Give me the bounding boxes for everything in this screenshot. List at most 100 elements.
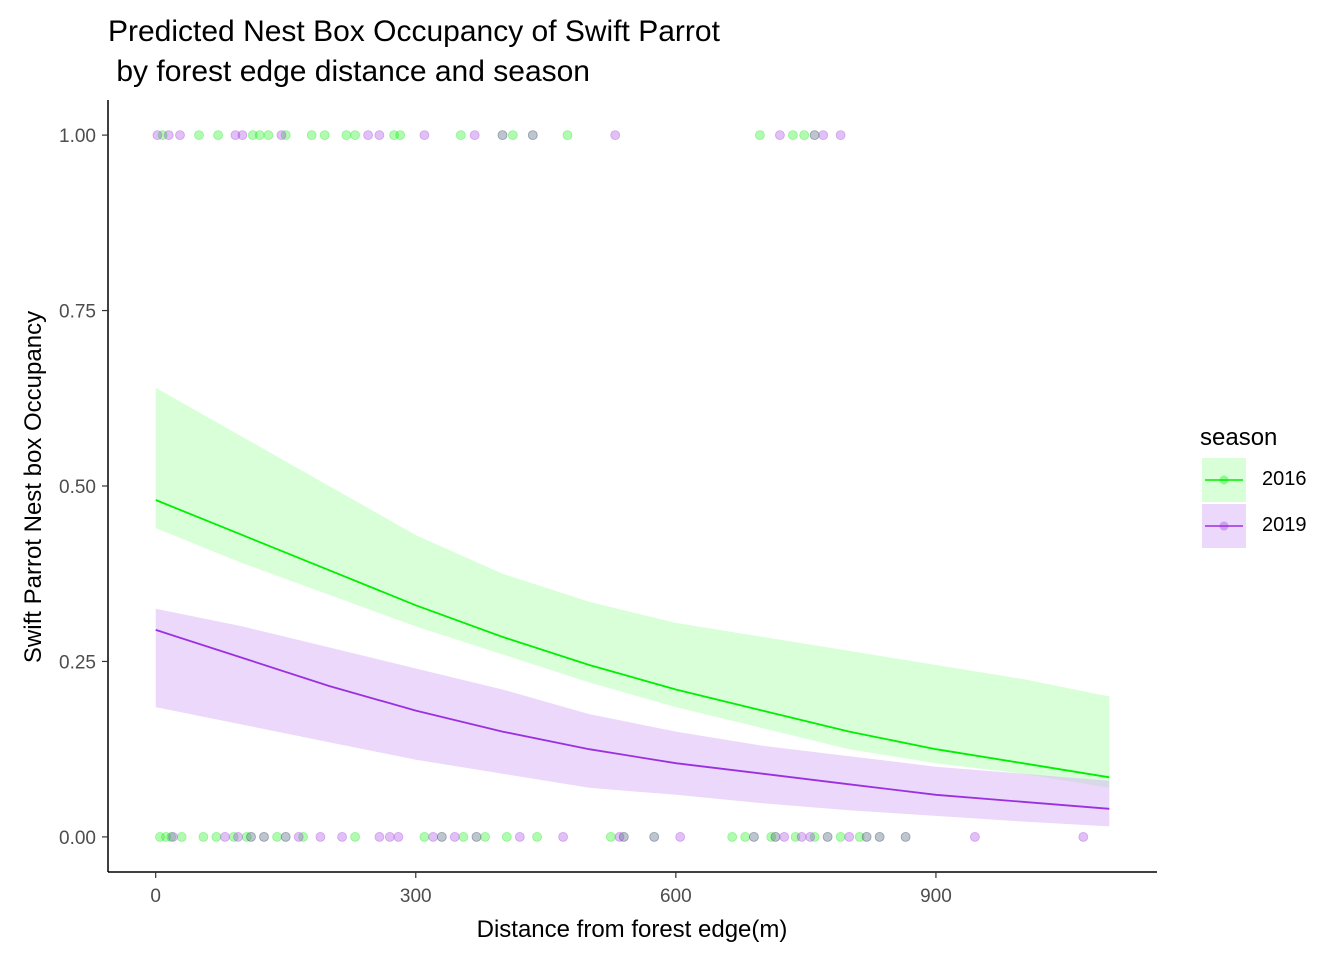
point-2019 <box>233 832 243 842</box>
y-ticks: 0.00 0.25 0.50 0.75 1.00 <box>59 126 108 849</box>
point-2016 <box>508 130 518 141</box>
legend-item-2019: 2019 <box>1200 502 1307 548</box>
point-2016 <box>213 130 224 141</box>
point-2019 <box>384 832 395 842</box>
point-2016 <box>280 130 291 141</box>
x-axis-label: Distance from forest edge(m) <box>476 916 788 943</box>
point-2016 <box>532 832 542 842</box>
point-overlap <box>822 832 833 842</box>
fit-line-2019 <box>155 629 1110 810</box>
point-overlap <box>246 832 256 842</box>
point-2016 <box>272 832 283 842</box>
point-2019 <box>168 832 178 842</box>
point-2016 <box>155 832 165 842</box>
point-2019 <box>293 832 304 842</box>
point-2016 <box>480 832 491 842</box>
point-overlap <box>649 832 660 842</box>
point-2016 <box>501 832 512 842</box>
point-overlap <box>259 832 269 842</box>
x-tick-label: 300 <box>400 886 432 907</box>
fit-line-2016 <box>155 499 1110 779</box>
point-2016 <box>350 130 361 141</box>
point-2016 <box>319 130 330 141</box>
x-ticks: 0 300 600 900 <box>150 872 952 907</box>
point-2016 <box>194 130 204 141</box>
fit-lines <box>155 499 1110 810</box>
point-2019 <box>374 832 385 842</box>
point-overlap <box>436 832 447 842</box>
point-overlap <box>527 130 538 141</box>
point-2016 <box>198 832 209 842</box>
point-2016 <box>740 832 751 842</box>
confidence-bands <box>155 387 1110 827</box>
point-2019 <box>610 130 621 141</box>
point-2016 <box>788 130 798 141</box>
point-2016 <box>562 130 573 141</box>
point-2019 <box>1078 832 1089 842</box>
observed-points <box>152 130 1089 842</box>
point-overlap <box>900 832 911 842</box>
y-axis-label: Swift Parrot Nest box Occupancy <box>20 310 47 664</box>
point-2019 <box>775 130 785 141</box>
point-overlap <box>861 832 872 842</box>
point-2016 <box>228 832 239 842</box>
legend-title: season <box>1200 424 1278 451</box>
x-tick-label: 0 <box>150 886 161 907</box>
point-2019 <box>393 832 404 842</box>
point-2016 <box>166 832 177 842</box>
y-tick-label: 0.25 <box>59 652 96 673</box>
point-2019 <box>844 832 855 842</box>
legend-label-2019: 2019 <box>1262 514 1307 536</box>
point-2019 <box>220 832 230 842</box>
legend-label-2016: 2016 <box>1262 468 1307 490</box>
point-2016 <box>263 130 274 141</box>
point-2016 <box>254 130 265 141</box>
point-2019 <box>675 832 686 842</box>
point-2016 <box>755 130 765 141</box>
x-tick-label: 900 <box>920 886 952 907</box>
point-2019 <box>818 130 829 141</box>
point-2019 <box>796 832 807 842</box>
point-2016 <box>389 130 400 141</box>
point-2019 <box>276 130 287 141</box>
point-2019 <box>230 130 241 141</box>
point-2019 <box>835 130 846 141</box>
point-2019 <box>363 130 374 141</box>
point-2019 <box>374 130 385 141</box>
legend-key-2019 <box>1202 504 1246 548</box>
point-2016 <box>306 130 317 141</box>
point-2016 <box>176 832 187 842</box>
band-2019 <box>155 608 1110 827</box>
legend: season 2016 2019 <box>1200 420 1307 548</box>
legend-key-2016 <box>1202 458 1246 502</box>
point-overlap <box>471 832 482 842</box>
point-overlap <box>770 832 781 842</box>
y-tick-label: 0.75 <box>59 302 96 323</box>
point-2016 <box>298 832 309 842</box>
point-2016 <box>341 130 352 141</box>
y-tick-label: 0.50 <box>59 477 96 498</box>
point-2019 <box>237 130 248 141</box>
point-2019 <box>419 130 430 141</box>
point-2016 <box>395 130 406 141</box>
band-2016 <box>155 387 1110 788</box>
point-2016 <box>458 832 469 842</box>
point-2016 <box>161 832 172 842</box>
point-2019 <box>805 832 816 842</box>
x-tick-label: 600 <box>660 886 692 907</box>
point-2016 <box>605 832 616 842</box>
point-2016 <box>350 832 361 842</box>
point-2019 <box>469 130 480 141</box>
point-2019 <box>428 832 439 842</box>
point-2016 <box>799 130 810 141</box>
point-overlap <box>874 832 885 842</box>
y-tick-label: 0.00 <box>59 828 96 849</box>
point-2016 <box>211 832 222 842</box>
y-tick-label: 1.00 <box>59 126 96 147</box>
point-2016 <box>419 832 430 842</box>
point-2016 <box>854 832 865 842</box>
legend-item-2016: 2016 <box>1200 456 1307 502</box>
point-2019 <box>449 832 460 842</box>
point-2019 <box>970 832 980 842</box>
